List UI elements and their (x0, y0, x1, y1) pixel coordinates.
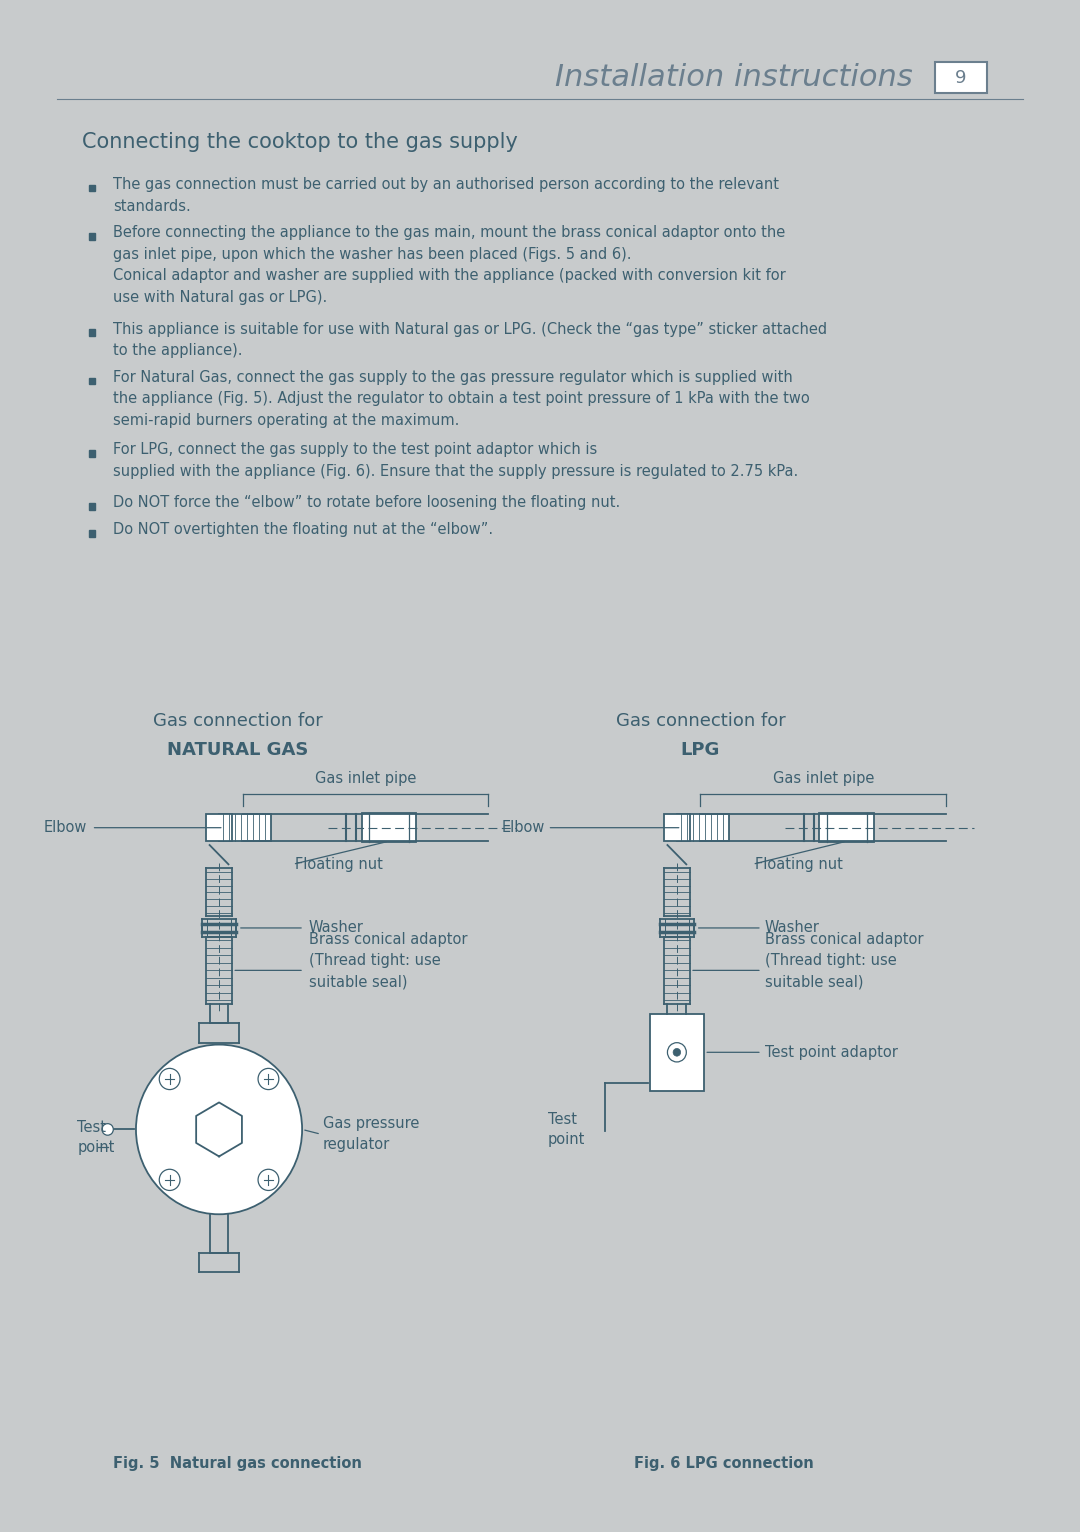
Text: Test
point: Test point (548, 1112, 585, 1147)
Text: For Natural Gas, connect the gas supply to the gas pressure regulator which is s: For Natural Gas, connect the gas supply … (113, 369, 810, 427)
Text: Floating nut: Floating nut (755, 856, 843, 872)
Bar (89, 329, 95, 336)
Bar (89, 530, 95, 536)
Text: For LPG, connect the gas supply to the test point adaptor which is
supplied with: For LPG, connect the gas supply to the t… (113, 443, 798, 478)
Text: Do NOT force the “elbow” to rotate before loosening the floating nut.: Do NOT force the “elbow” to rotate befor… (113, 495, 621, 510)
Bar (89, 377, 95, 385)
Bar (649, 1014, 704, 1091)
Bar (934, 63, 987, 93)
Text: NATURAL GAS: NATURAL GAS (167, 741, 309, 758)
Text: Brass conical adaptor
(Thread tight: use
suitable seal): Brass conical adaptor (Thread tight: use… (309, 933, 468, 990)
Text: Gas inlet pipe: Gas inlet pipe (314, 771, 416, 786)
Bar (219, 813, 271, 841)
Text: Gas connection for: Gas connection for (153, 712, 323, 731)
Circle shape (667, 1043, 686, 1062)
Bar (89, 233, 95, 239)
Text: Washer: Washer (765, 921, 820, 936)
Bar (664, 813, 690, 841)
Text: Brass conical adaptor
(Thread tight: use
suitable seal): Brass conical adaptor (Thread tight: use… (765, 933, 923, 990)
Text: Fig. 6 LPG connection: Fig. 6 LPG connection (634, 1457, 814, 1471)
Bar (89, 185, 95, 192)
Text: Gas inlet pipe: Gas inlet pipe (772, 771, 874, 786)
Text: Floating nut: Floating nut (295, 856, 382, 872)
Text: This appliance is suitable for use with Natural gas or LPG. (Check the “gas type: This appliance is suitable for use with … (113, 322, 827, 358)
Text: Connecting the cooktop to the gas supply: Connecting the cooktop to the gas supply (82, 132, 518, 152)
Text: Fig. 5  Natural gas connection: Fig. 5 Natural gas connection (113, 1457, 363, 1471)
Circle shape (136, 1045, 302, 1215)
Bar (206, 813, 232, 841)
Text: LPG: LPG (680, 741, 720, 758)
Circle shape (159, 1068, 180, 1089)
Text: 9: 9 (956, 69, 967, 87)
Text: Washer: Washer (309, 921, 364, 936)
Circle shape (102, 1123, 113, 1135)
Bar (89, 450, 95, 457)
Text: Do NOT overtighten the floating nut at the “elbow”.: Do NOT overtighten the floating nut at t… (113, 522, 494, 538)
Text: Elbow: Elbow (43, 820, 86, 835)
Text: Gas connection for: Gas connection for (616, 712, 785, 731)
Bar (362, 813, 416, 843)
Bar (820, 813, 874, 843)
Text: Gas pressure
regulator: Gas pressure regulator (323, 1117, 419, 1152)
Circle shape (159, 1169, 180, 1190)
Circle shape (673, 1048, 680, 1056)
Text: Elbow: Elbow (501, 820, 544, 835)
Bar (89, 502, 95, 510)
Text: The gas connection must be carried out by an authorised person according to the : The gas connection must be carried out b… (113, 178, 780, 213)
Circle shape (258, 1169, 279, 1190)
Text: Test point adaptor: Test point adaptor (765, 1045, 897, 1060)
Text: Test
point: Test point (78, 1120, 114, 1155)
Bar (677, 813, 729, 841)
Text: Before connecting the appliance to the gas main, mount the brass conical adaptor: Before connecting the appliance to the g… (113, 225, 786, 305)
Circle shape (258, 1068, 279, 1089)
Text: Installation instructions: Installation instructions (555, 63, 913, 92)
